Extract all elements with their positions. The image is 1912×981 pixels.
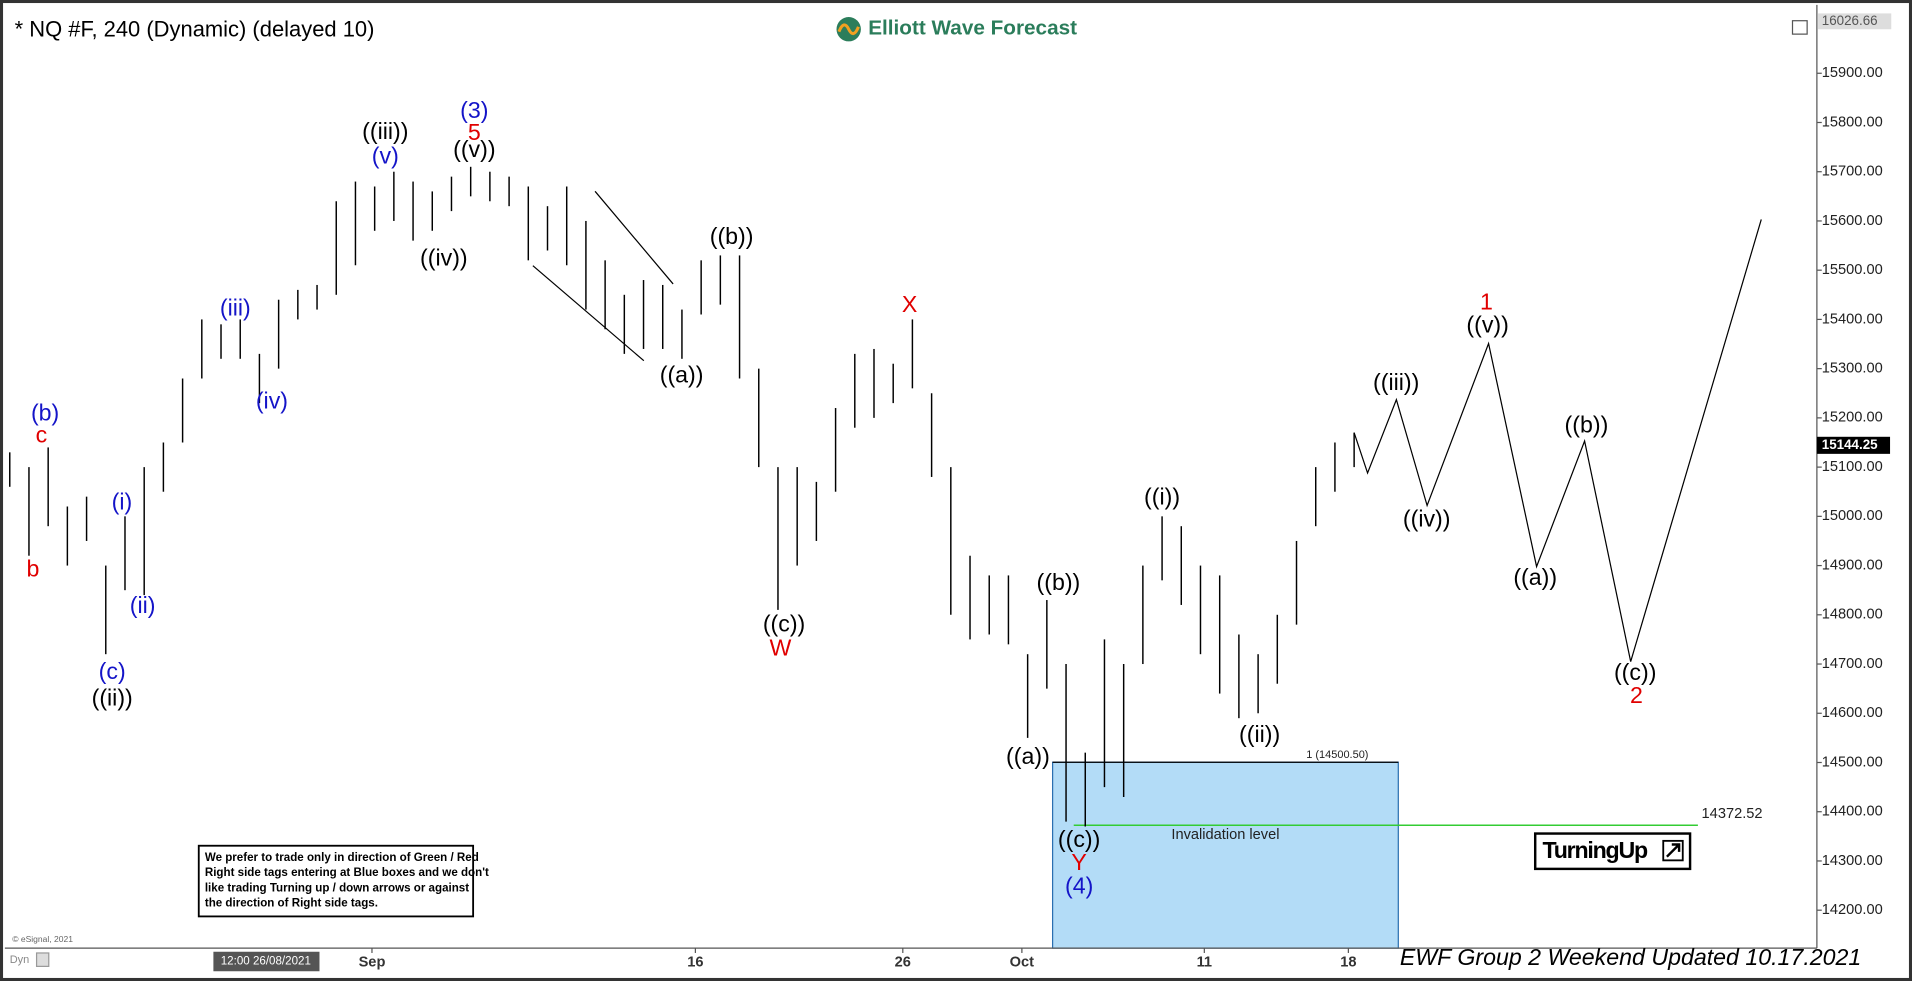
- wave-label: ((b)): [710, 223, 754, 249]
- mode-icon[interactable]: [35, 952, 50, 967]
- layer-back: 1 (14500.50) Invalidation level 14372.52: [1051, 749, 1763, 949]
- x-tick-label: 26: [895, 955, 911, 971]
- wave-label: c: [36, 421, 48, 447]
- wave-label: ((iv)): [420, 245, 468, 271]
- wave-label: ((i)): [1144, 484, 1180, 510]
- wave-label: (b): [31, 399, 59, 425]
- window-button[interactable]: [1791, 20, 1808, 35]
- wave-label: ((ii)): [92, 685, 133, 711]
- cursor-time: 12:00 26/08/2021: [221, 956, 311, 968]
- wave-label: (i): [112, 488, 133, 514]
- target-label: 1 (14500.50): [1306, 749, 1368, 761]
- last-price-box: [1816, 436, 1891, 454]
- wave-label: (iv): [256, 387, 288, 413]
- logo-icon: [836, 17, 861, 42]
- signal-arrow: [1662, 839, 1684, 862]
- max-price: 16026.66: [1822, 13, 1878, 28]
- wave-label: (iii): [220, 295, 251, 321]
- y-tick-label: 15500.00: [1822, 262, 1883, 278]
- x-tick-label: 11: [1197, 955, 1212, 971]
- wave-label: W: [769, 635, 791, 661]
- y-tick-label: 15100.00: [1822, 459, 1883, 475]
- signal-box: [1533, 832, 1692, 871]
- y-tick-label: 15900.00: [1822, 65, 1883, 81]
- wave-label: ((v)): [453, 136, 495, 162]
- wave-label: ((v)): [1466, 312, 1508, 338]
- wave-label: ((a)): [1006, 743, 1050, 769]
- wave-label: ((iv)): [1403, 505, 1451, 531]
- wave-label: (ii): [130, 592, 156, 618]
- y-tick-label: 14800.00: [1822, 607, 1883, 623]
- wave-label: ((b)): [1565, 412, 1609, 438]
- cursor-time-box: [213, 951, 320, 972]
- wave-label: 2: [1630, 682, 1643, 708]
- wave-label: ((ii)): [1239, 721, 1280, 747]
- channel-line: [532, 265, 645, 362]
- chart-title: * NQ #F, 240 (Dynamic) (delayed 10): [15, 16, 375, 41]
- mode: Dyn: [10, 954, 30, 966]
- y-tick-label: 14300.00: [1822, 853, 1883, 869]
- x-tick-label: 18: [1340, 955, 1356, 971]
- note-line: the direction of Right side tags.: [205, 898, 378, 910]
- y-tick-label: 15400.00: [1822, 311, 1883, 327]
- wave-label: ((iii)): [1373, 369, 1419, 395]
- logo-text: Elliott Wave Forecast: [868, 17, 1077, 40]
- y-tick-label: 15700.00: [1822, 164, 1883, 180]
- logo-wave: [837, 23, 860, 36]
- wave-label: ((c)): [1058, 826, 1100, 852]
- channel-line: [594, 190, 674, 285]
- wave-label: (4): [1065, 872, 1093, 898]
- arrow-icon: [1666, 843, 1681, 858]
- invalidation-label: Invalidation level: [1171, 827, 1279, 843]
- note-line: Right side tags entering at Blue boxes a…: [205, 867, 489, 879]
- target-box: [1051, 761, 1399, 949]
- signal-text: TurningUp: [1543, 837, 1648, 863]
- y-tick-label: 14600.00: [1822, 705, 1883, 721]
- wave-label: b: [26, 555, 39, 581]
- wave-label: Y: [1071, 849, 1086, 875]
- wave-label: 5: [468, 119, 481, 145]
- y-tick-label: 15200.00: [1822, 410, 1883, 426]
- y-tick-label: 15300.00: [1822, 361, 1883, 377]
- max-price-box: [1818, 13, 1892, 30]
- wave-label: ((iii)): [362, 118, 408, 144]
- y-tick-label: 15000.00: [1822, 508, 1883, 524]
- last-price: 15144.25: [1822, 437, 1878, 452]
- projection-path: [1353, 219, 1762, 662]
- y-tick-label: 14900.00: [1822, 557, 1883, 573]
- y-tick-label: 14200.00: [1822, 902, 1883, 918]
- y-tick-label: 14500.00: [1822, 754, 1883, 770]
- wave-label: 1: [1480, 289, 1493, 315]
- note-line: We prefer to trade only in direction of …: [205, 852, 479, 864]
- x-tick-label: Sep: [359, 955, 386, 971]
- y-tick-label: 15800.00: [1822, 114, 1883, 130]
- footer: EWF Group 2 Weekend Updated 10.17.2021: [1400, 944, 1861, 970]
- x-tick-label: 16: [687, 955, 703, 971]
- y-tick-label: 14700.00: [1822, 656, 1883, 672]
- note-line: like trading Turning up / down arrows or…: [205, 882, 469, 894]
- wave-label: (3): [460, 97, 488, 123]
- note-box: [197, 844, 475, 918]
- wave-label: ((a)): [1513, 564, 1557, 590]
- y-tick-label: 15600.00: [1822, 213, 1883, 229]
- arrow-frame: [1662, 839, 1684, 862]
- wave-label: ((b)): [1037, 569, 1081, 595]
- y-tick-label: 14400.00: [1822, 804, 1883, 820]
- copyright: © eSignal, 2021: [12, 934, 73, 944]
- wave-label: (c): [99, 658, 126, 684]
- wave-label: ((c)): [763, 610, 805, 636]
- invalidation-price: 14372.52: [1702, 806, 1763, 822]
- wave-label: ((c)): [1614, 659, 1656, 685]
- x-tick-label: Oct: [1010, 955, 1034, 971]
- wave-label: (v): [372, 142, 399, 168]
- wave-label: ((a)): [660, 362, 704, 388]
- wave-label: X: [902, 291, 917, 317]
